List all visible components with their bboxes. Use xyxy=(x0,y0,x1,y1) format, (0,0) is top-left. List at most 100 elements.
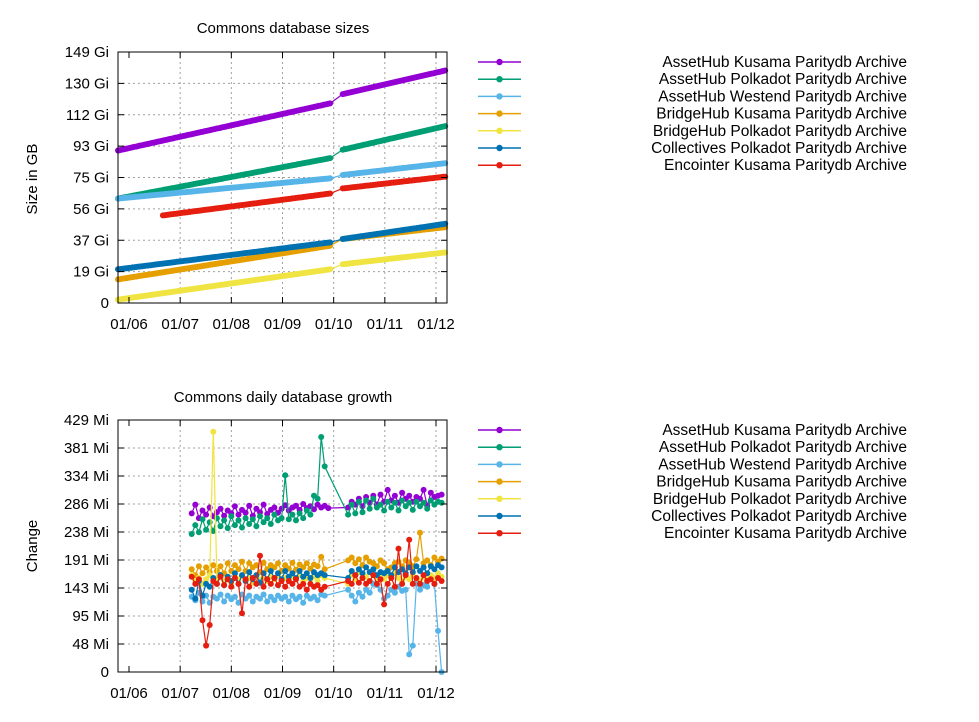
data-point xyxy=(235,566,242,573)
data-point xyxy=(409,642,416,649)
data-point xyxy=(311,506,317,513)
data-point xyxy=(231,570,238,577)
x-tick-label: 01/06 xyxy=(110,316,148,333)
data-point xyxy=(271,597,278,604)
data-point xyxy=(275,560,281,567)
data-point xyxy=(406,564,413,571)
series-purple xyxy=(188,486,445,522)
data-point xyxy=(303,560,310,567)
legend: AssetHub Kusama Paritydb ArchiveAssetHub… xyxy=(478,422,907,542)
legend-label: BridgeHub Kusama Paritydb Archive xyxy=(656,106,907,123)
data-point xyxy=(282,472,289,479)
x-tick-label: 01/12 xyxy=(417,685,455,702)
data-point xyxy=(253,562,260,569)
data-point xyxy=(413,498,420,505)
legend: AssetHub Kusama Paritydb ArchiveAssetHub… xyxy=(478,54,907,174)
data-point xyxy=(199,516,206,523)
data-point xyxy=(199,617,206,624)
data-point xyxy=(359,593,366,600)
legend-marker xyxy=(496,93,503,100)
data-point xyxy=(413,563,420,570)
data-point xyxy=(303,570,310,577)
data-point xyxy=(293,517,299,524)
data-point xyxy=(348,568,355,574)
data-point xyxy=(406,651,413,658)
series-red xyxy=(159,173,449,219)
data-point xyxy=(424,583,431,590)
data-point xyxy=(271,504,278,511)
data-point xyxy=(345,586,352,593)
chart-title: Commons daily database growth xyxy=(174,389,392,406)
data-point xyxy=(373,580,380,587)
data-point xyxy=(321,583,328,590)
y-tick-label: 112 Gi xyxy=(66,107,109,124)
data-point xyxy=(327,266,334,273)
x-ticks: 01/06 01/07 01/08 01/09 01/10 01/11 01/12 xyxy=(110,420,455,702)
data-point xyxy=(399,489,406,496)
data-point xyxy=(210,428,217,435)
y-ticks: 0 19 Gi 37 Gi 56 Gi 75 Gi 93 Gi 112 Gi 130 Gi 14… xyxy=(65,44,447,312)
data-point xyxy=(203,564,210,571)
data-point xyxy=(314,578,321,584)
data-point xyxy=(199,570,206,577)
y-tick-label: 0 xyxy=(101,295,109,312)
data-point xyxy=(427,497,434,504)
data-point xyxy=(224,560,231,567)
data-point xyxy=(206,622,213,628)
data-point xyxy=(246,583,253,590)
data-point xyxy=(345,511,352,518)
data-point xyxy=(228,583,235,590)
data-point xyxy=(438,491,445,498)
data-point xyxy=(271,511,278,518)
data-point xyxy=(409,580,416,587)
y-tick-label: 48 Mi xyxy=(72,636,109,653)
data-point xyxy=(253,580,260,587)
data-point xyxy=(370,495,377,502)
data-point xyxy=(355,556,362,563)
data-point xyxy=(395,545,402,552)
data-point xyxy=(352,572,359,579)
data-point xyxy=(424,557,431,564)
data-point xyxy=(210,528,217,534)
legend-label: AssetHub Kusama Paritydb Archive xyxy=(662,54,907,71)
data-point xyxy=(260,591,267,598)
x-tick-label: 01/07 xyxy=(161,685,199,702)
data-point xyxy=(355,498,362,505)
data-point xyxy=(221,582,228,589)
data-point xyxy=(327,175,334,182)
data-point xyxy=(355,589,362,596)
data-point xyxy=(264,598,271,605)
data-point xyxy=(296,510,303,517)
y-tick-label: 56 Gi xyxy=(73,201,109,218)
data-point xyxy=(318,553,325,560)
series-line xyxy=(191,436,442,535)
x-tick-label: 01/08 xyxy=(213,316,251,333)
sizes-chart: Commons database sizes Size in GB 0 19 Gi… xyxy=(24,20,907,333)
data-point xyxy=(246,521,253,527)
data-point xyxy=(217,591,224,598)
y-axis-label: Size in GB xyxy=(24,144,41,215)
data-point xyxy=(438,564,445,571)
data-point xyxy=(327,190,334,197)
x-tick-label: 01/10 xyxy=(315,316,353,333)
data-point xyxy=(420,499,427,506)
data-point xyxy=(314,582,321,589)
legend-label: Collectives Polkadot Paritydb Archive xyxy=(651,508,907,525)
data-point xyxy=(264,511,271,517)
legend-marker xyxy=(496,76,503,83)
data-point xyxy=(257,513,263,520)
data-point xyxy=(406,576,413,583)
data-point xyxy=(363,554,370,561)
data-point xyxy=(275,582,281,589)
data-point xyxy=(381,560,388,567)
data-point xyxy=(303,507,310,514)
data-point xyxy=(235,517,242,524)
data-point xyxy=(289,559,296,566)
legend-marker xyxy=(496,426,503,434)
data-point xyxy=(307,575,314,581)
data-point xyxy=(282,583,289,590)
data-point xyxy=(231,593,238,600)
y-tick-label: 130 Gi xyxy=(65,75,109,92)
data-point xyxy=(296,568,303,574)
growth-chart: Commons daily database growth Change 0 48… xyxy=(24,389,907,702)
